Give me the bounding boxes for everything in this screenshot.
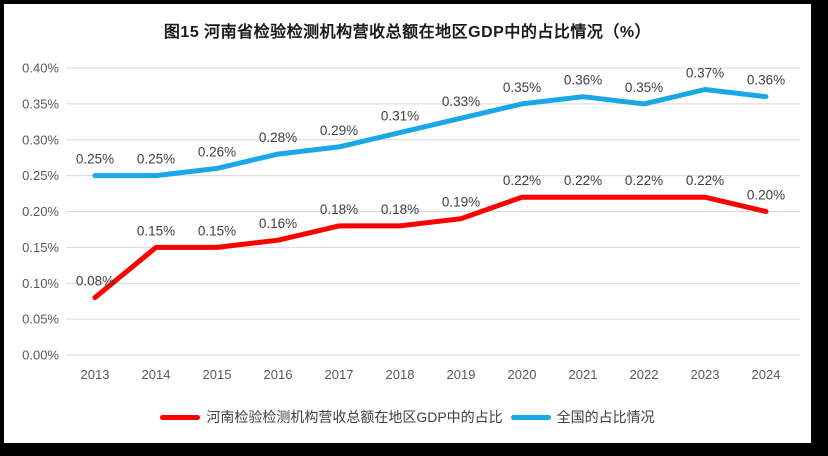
- national-series-data-label: 0.29%: [320, 123, 358, 138]
- y-tick-label: 0.10%: [22, 276, 59, 291]
- y-tick-label: 0.15%: [22, 240, 59, 255]
- henan-series-data-label: 0.08%: [76, 274, 114, 289]
- henan-series-line: [92, 194, 769, 301]
- national-series-data-label: 0.31%: [381, 109, 419, 124]
- henan-series-data-label: 0.18%: [320, 202, 358, 217]
- x-tick-label: 2013: [81, 367, 110, 382]
- national-series-swatch: [510, 414, 551, 420]
- chart-title: 图15 河南省检验检测机构营收总额在地区GDP中的占比情况（%）: [163, 24, 652, 41]
- chart-legend: 河南检验检测机构营收总额在地区GDP中的占比 全国的占比情况: [4, 407, 811, 427]
- national-series-line: [92, 87, 769, 179]
- national-series-data-label: 0.36%: [564, 73, 602, 88]
- x-tick-label: 2014: [142, 367, 171, 382]
- national-series-label: 全国的占比情况: [556, 409, 655, 425]
- henan-series-data-label: 0.19%: [442, 195, 480, 210]
- y-tick-label: 0.40%: [22, 61, 59, 76]
- y-tick-label: 0.00%: [22, 348, 59, 363]
- henan-series-data-label: 0.15%: [198, 223, 236, 238]
- henan-series-swatch: [160, 414, 201, 420]
- y-tick-label: 0.20%: [22, 204, 59, 219]
- x-tick-label: 2021: [569, 367, 598, 382]
- x-tick-label: 2015: [203, 367, 232, 382]
- national-series-data-label: 0.37%: [686, 66, 724, 81]
- y-tick-label: 0.35%: [22, 96, 59, 111]
- legend-item-national: 全国的占比情况: [510, 407, 655, 427]
- national-series-data-label: 0.26%: [198, 144, 236, 159]
- national-series-data-label: 0.25%: [137, 152, 175, 167]
- henan-series-data-label: 0.22%: [564, 173, 602, 188]
- x-tick-label: 2024: [752, 367, 781, 382]
- national-series-data-label: 0.35%: [503, 80, 541, 95]
- henan-series-data-label: 0.15%: [137, 223, 175, 238]
- henan-series-data-label: 0.22%: [503, 173, 541, 188]
- x-tick-label: 2023: [691, 367, 720, 382]
- x-tick-label: 2017: [325, 367, 354, 382]
- henan-series-data-label: 0.18%: [381, 202, 419, 217]
- national-series-data-label: 0.25%: [76, 152, 114, 167]
- x-tick-label: 2022: [630, 367, 659, 382]
- y-tick-label: 0.25%: [22, 168, 59, 183]
- x-tick-label: 2016: [264, 367, 293, 382]
- henan-series-data-label: 0.22%: [686, 173, 724, 188]
- legend-item-henan: 河南检验检测机构营收总额在地区GDP中的占比: [160, 407, 503, 427]
- henan-series-data-label: 0.22%: [625, 173, 663, 188]
- national-series-data-label: 0.35%: [625, 80, 663, 95]
- henan-series-data-label: 0.16%: [259, 216, 297, 231]
- x-tick-label: 2019: [447, 367, 476, 382]
- national-series-data-label: 0.36%: [747, 73, 785, 88]
- henan-series-data-label: 0.20%: [747, 188, 785, 203]
- line-chart: 0.00% 0.05% 0.10% 0.15% 0.20% 0.25% 0.30% 0.35%…: [22, 61, 800, 382]
- national-series-data-label: 0.33%: [442, 94, 480, 109]
- x-tick-label: 2018: [386, 367, 415, 382]
- national-series-data-label: 0.28%: [259, 130, 297, 145]
- y-tick-label: 0.30%: [22, 132, 59, 147]
- henan-series-label: 河南检验检测机构营收总额在地区GDP中的占比: [206, 409, 503, 425]
- y-tick-label: 0.05%: [22, 312, 59, 327]
- x-tick-label: 2020: [508, 367, 537, 382]
